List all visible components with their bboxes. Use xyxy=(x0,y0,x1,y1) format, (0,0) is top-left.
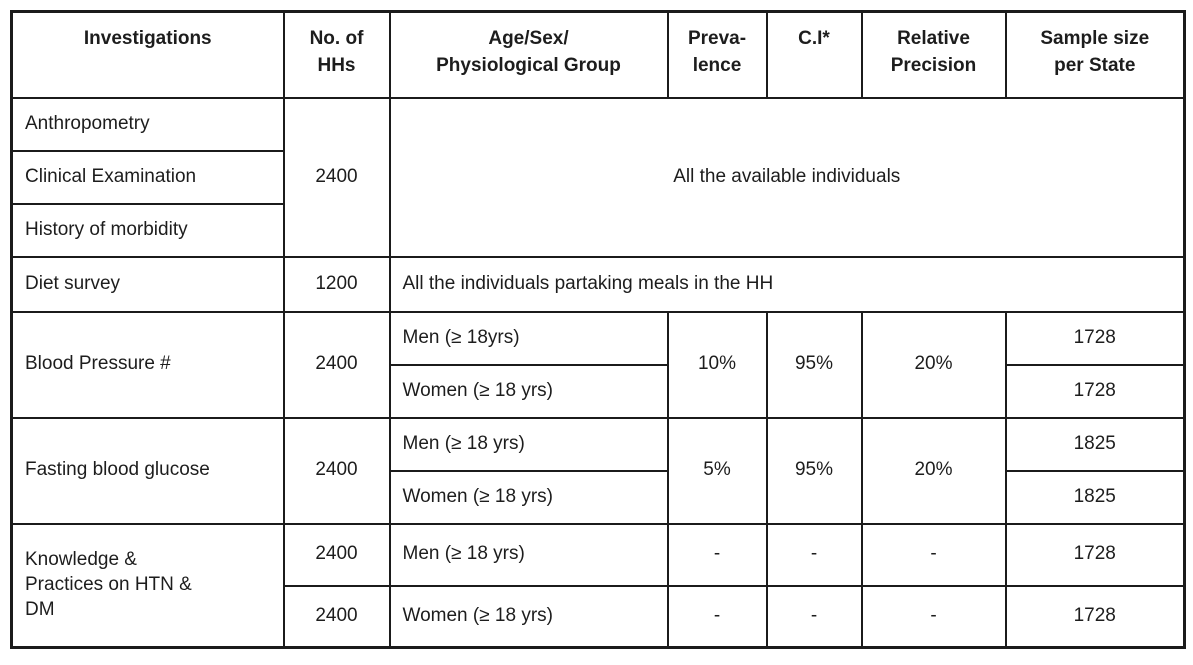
row-knowledge-practices-men: Knowledge & Practices on HTN & DM 2400 M… xyxy=(10,522,1186,649)
header-relative-precision: Relative Precision xyxy=(860,10,1007,99)
header-prevalence: Preva- lence xyxy=(666,10,768,99)
cell-investigation-anthropometry: Anthropometry xyxy=(10,96,285,152)
cell-kp-men-group: Men (≥ 18 yrs) xyxy=(388,522,669,587)
row-diet-survey: Diet survey 1200 All the individuals par… xyxy=(10,255,1186,313)
cell-kp-women-ci: - xyxy=(765,584,863,649)
sampling-design-table: Investigations No. of HHs Age/Sex/ Physi… xyxy=(10,10,1186,649)
cell-bp-women-sample: 1728 xyxy=(1004,363,1186,419)
cell-investigation-fasting-glucose: Fasting blood glucose xyxy=(10,416,285,525)
cell-fg-ci: 95% xyxy=(765,416,863,525)
cell-bp-women-group: Women (≥ 18 yrs) xyxy=(388,363,669,419)
row-blood-pressure-women: Women (≥ 18 yrs) 1728 xyxy=(12,363,1186,419)
cell-bp-ci: 95% xyxy=(765,310,863,419)
row-clinical-examination: Clinical Examination xyxy=(10,149,1185,205)
cell-investigation-clinical-examination: Clinical Examination xyxy=(10,149,285,205)
cell-fg-women-group: Women (≥ 18 yrs) xyxy=(388,469,669,525)
cell-kp-women-group: Women (≥ 18 yrs) xyxy=(388,584,669,649)
cell-fg-prevalence: 5% xyxy=(666,416,768,525)
header-age-sex-group: Age/Sex/ Physiological Group xyxy=(388,10,669,99)
row-history-of-morbidity: History of morbidity xyxy=(10,202,1185,258)
cell-bp-men-sample: 1728 xyxy=(1004,310,1186,366)
cell-kp-men-hhs: 2400 xyxy=(282,522,391,587)
cell-bp-prevalence: 10% xyxy=(666,310,768,419)
header-sample-size: Sample size per State xyxy=(1004,10,1186,99)
cell-fg-men-sample: 1825 xyxy=(1004,416,1186,472)
cell-investigation-blood-pressure: Blood Pressure # xyxy=(10,310,285,419)
header-ci: C.I* xyxy=(765,10,863,99)
cell-fg-men-group: Men (≥ 18 yrs) xyxy=(388,416,669,472)
row-fasting-glucose-women: Women (≥ 18 yrs) 1825 xyxy=(12,469,1186,525)
cell-anthro-hhs: 2400 xyxy=(282,96,391,258)
cell-fg-women-sample: 1825 xyxy=(1004,469,1186,525)
row-knowledge-practices-women: 2400 Women (≥ 18 yrs) - - - 1728 xyxy=(12,584,1186,649)
row-blood-pressure-men: Blood Pressure # 2400 Men (≥ 18yrs) 10% … xyxy=(10,310,1186,419)
cell-kp-women-sample: 1728 xyxy=(1004,584,1186,649)
cell-investigation-knowledge-practices: Knowledge & Practices on HTN & DM xyxy=(10,522,285,649)
cell-kp-men-ci: - xyxy=(765,522,863,587)
table-header-row: Investigations No. of HHs Age/Sex/ Physi… xyxy=(10,10,1186,99)
cell-kp-women-prevalence: - xyxy=(666,584,768,649)
cell-anthro-note: All the available individuals xyxy=(388,96,1186,258)
cell-bp-hhs: 2400 xyxy=(282,310,391,419)
cell-kp-men-sample: 1728 xyxy=(1004,522,1186,587)
header-no-of-hhs: No. of HHs xyxy=(282,10,391,99)
header-investigations: Investigations xyxy=(10,10,285,99)
row-anthropometry: Anthropometry 2400 All the available ind… xyxy=(10,96,1186,258)
cell-kp-women-relative-precision: - xyxy=(860,584,1007,649)
row-fasting-glucose-men: Fasting blood glucose 2400 Men (≥ 18 yrs… xyxy=(10,416,1186,525)
cell-diet-note: All the individuals partaking meals in t… xyxy=(388,255,1186,313)
cell-fg-hhs: 2400 xyxy=(282,416,391,525)
cell-kp-men-relative-precision: - xyxy=(860,522,1007,587)
cell-investigation-history-of-morbidity: History of morbidity xyxy=(10,202,285,258)
cell-kp-women-hhs: 2400 xyxy=(282,584,391,649)
cell-investigation-diet-survey: Diet survey xyxy=(10,255,285,313)
cell-diet-hhs: 1200 xyxy=(282,255,391,313)
cell-kp-men-prevalence: - xyxy=(666,522,768,587)
cell-fg-relative-precision: 20% xyxy=(860,416,1007,525)
cell-bp-relative-precision: 20% xyxy=(860,310,1007,419)
cell-bp-men-group: Men (≥ 18yrs) xyxy=(388,310,669,366)
